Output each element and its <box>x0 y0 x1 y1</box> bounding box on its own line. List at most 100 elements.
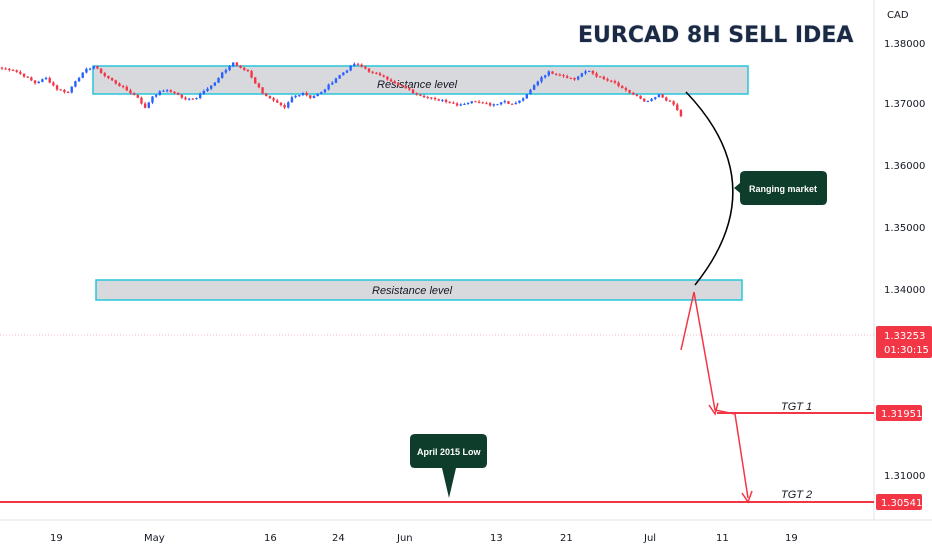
y-tick-1.35: 1.35000 <box>884 223 925 234</box>
candle-body <box>485 103 488 105</box>
candle-body <box>444 99 448 102</box>
candle-body <box>70 86 73 93</box>
candle-body <box>136 94 139 98</box>
candle-body <box>195 97 198 99</box>
candle-body <box>96 66 99 69</box>
candle-body <box>33 80 37 84</box>
candle-body <box>81 72 84 78</box>
candle-body <box>320 92 323 94</box>
y-tick-1.37: 1.37000 <box>884 99 925 110</box>
candle-body <box>481 102 484 104</box>
lower-resistance-label: Resistance level <box>372 285 453 297</box>
upper-resistance-label: Resistance level <box>377 79 458 91</box>
candle-body <box>503 101 506 103</box>
candle-body <box>99 68 103 74</box>
candle-body <box>305 92 308 96</box>
tgt2-price-badge: 1.30541 <box>876 494 922 510</box>
candle-body <box>294 95 297 98</box>
lower-resistance-zone[interactable] <box>95 279 743 301</box>
candle-body <box>235 62 239 66</box>
candle-body <box>323 89 327 93</box>
candle-body <box>551 71 554 74</box>
candle-body <box>393 81 396 84</box>
candle-body <box>408 88 411 90</box>
candle-body <box>37 81 40 84</box>
candle-body <box>342 72 345 76</box>
candle-body <box>129 90 132 94</box>
candle-body <box>0 67 4 69</box>
candle-body <box>158 91 162 96</box>
april-low-text: April 2015 Low <box>417 447 482 457</box>
candle-body <box>437 99 440 101</box>
candle-body <box>441 99 444 101</box>
candle-body <box>576 76 580 80</box>
tgt2-label: TGT 2 <box>781 489 812 501</box>
candle-body <box>272 98 275 101</box>
current-price-value: 1.33253 <box>884 331 925 342</box>
candle-body <box>74 81 77 87</box>
candle-body <box>624 88 628 91</box>
candle-body <box>419 94 422 96</box>
candle-body <box>59 89 62 91</box>
candle-body <box>283 105 286 108</box>
candle-body <box>147 102 150 108</box>
candle-body <box>621 86 624 89</box>
candle-body <box>573 77 576 80</box>
candle-body <box>679 110 683 117</box>
candle-body <box>536 81 540 86</box>
candle-body <box>198 93 202 98</box>
candle-body <box>15 70 18 72</box>
candle-body <box>547 71 551 76</box>
candle-body <box>378 73 382 76</box>
candle-body <box>121 86 125 88</box>
candle-body <box>499 102 503 105</box>
candle-body <box>118 83 121 87</box>
candle-body <box>602 76 606 80</box>
candle-body <box>386 76 389 80</box>
countdown-value: 01:30:15 <box>884 345 929 356</box>
x-tick-may: May <box>144 533 165 544</box>
projection-arrowhead-1 <box>708 402 719 416</box>
projection-path <box>680 291 749 499</box>
candle-body <box>191 98 195 100</box>
candle-body <box>232 62 235 67</box>
candle-body <box>356 63 360 65</box>
candle-body <box>672 101 675 105</box>
candle-body <box>125 86 128 91</box>
candle-body <box>279 102 283 106</box>
candle-body <box>525 94 529 99</box>
candle-body <box>246 69 250 72</box>
candle-body <box>77 77 81 82</box>
tgt2-price-value: 1.30541 <box>881 498 922 509</box>
candle-body <box>176 93 180 95</box>
candle-body <box>162 90 165 92</box>
tgt1-label: TGT 1 <box>781 401 812 413</box>
upper-resistance-zone[interactable] <box>92 65 749 95</box>
candle-body <box>628 90 631 93</box>
candle-body <box>243 67 246 70</box>
candle-body <box>606 79 609 81</box>
candle-body <box>110 78 114 81</box>
candle-body <box>265 93 268 97</box>
candle-body <box>389 79 393 82</box>
candle-body <box>452 102 455 104</box>
candle-body <box>316 93 319 97</box>
candle-body <box>52 82 55 86</box>
candle-body <box>554 73 558 75</box>
candle-body <box>360 64 363 67</box>
candle-body <box>8 68 11 71</box>
candle-body <box>19 71 22 74</box>
candle-body <box>338 75 341 79</box>
candle-body <box>569 77 573 79</box>
candle-body <box>261 87 264 94</box>
candle-body <box>632 92 635 95</box>
candle-body <box>364 66 367 69</box>
candle-body <box>221 72 224 78</box>
candle-body <box>66 92 70 94</box>
candle-body <box>650 98 653 101</box>
candle-body <box>610 80 613 82</box>
candle-body <box>48 77 51 83</box>
candle-body <box>665 97 668 101</box>
candle-body <box>209 85 213 89</box>
